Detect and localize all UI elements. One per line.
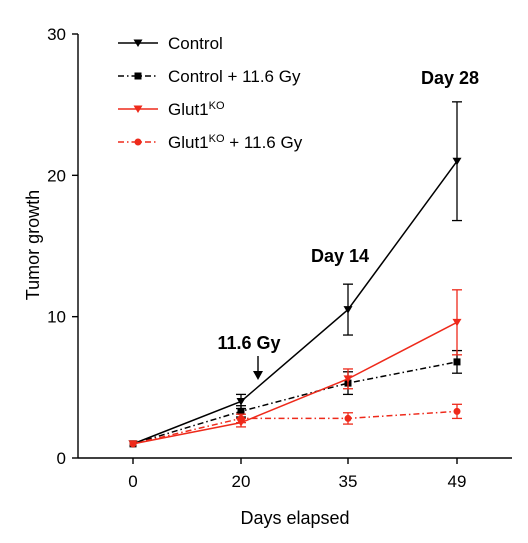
x-tick-label: 35 <box>339 472 358 491</box>
series-1 <box>129 349 462 448</box>
series-line <box>132 321 458 445</box>
x-tick-label: 20 <box>232 472 251 491</box>
x-axis-title: Days elapsed <box>240 508 349 528</box>
data-point <box>453 407 461 415</box>
data-point <box>344 414 352 422</box>
legend-label: Control + 11.6 Gy <box>168 67 301 86</box>
legend-item-3: Glut1KO + 11.6 Gy <box>118 133 303 152</box>
annotation-arrow-icon <box>253 356 263 380</box>
series-layer <box>128 101 462 448</box>
y-tick-label: 20 <box>47 166 66 185</box>
legend-label: Glut1KO + 11.6 Gy <box>168 133 303 152</box>
data-point <box>343 306 353 314</box>
legend-marker <box>134 72 142 80</box>
data-point <box>236 397 246 406</box>
x-tick-label: 0 <box>128 472 137 491</box>
y-tick-label: 0 <box>57 449 66 468</box>
legend-marker <box>133 105 143 113</box>
axes: 0 10 20 30 0 20 35 49 <box>47 25 512 491</box>
annotation-day-28: Day 28 <box>421 68 479 88</box>
data-point <box>453 358 461 366</box>
legend-item-0: Control <box>118 34 223 53</box>
data-point <box>237 407 245 415</box>
series-2 <box>128 289 462 448</box>
annotation-day-14: Day 14 <box>311 246 369 266</box>
y-axis-title: Tumor growth <box>23 190 43 300</box>
series-line <box>132 410 458 445</box>
series-0 <box>128 101 462 448</box>
data-point <box>237 414 245 422</box>
legend-label: Control <box>168 34 223 53</box>
y-tick-label: 10 <box>47 308 66 327</box>
y-tick-label: 30 <box>47 25 66 44</box>
legend-marker <box>134 138 142 146</box>
legend-item-2: Glut1KO <box>118 100 225 119</box>
data-point <box>452 318 462 327</box>
data-point <box>452 157 462 166</box>
series-line <box>132 361 458 445</box>
x-tick-label: 49 <box>448 472 467 491</box>
annotation-11-6-gy: 11.6 Gy <box>217 333 280 353</box>
legend: Control Control + 11.6 Gy Glut1KO Glut1KO +… <box>118 34 303 152</box>
legend-marker <box>133 39 143 47</box>
data-point <box>129 440 137 448</box>
legend-label: Glut1KO <box>168 100 225 119</box>
series-line <box>132 160 458 445</box>
data-point <box>343 375 353 383</box>
legend-item-1: Control + 11.6 Gy <box>118 67 301 86</box>
series-3 <box>129 403 462 448</box>
